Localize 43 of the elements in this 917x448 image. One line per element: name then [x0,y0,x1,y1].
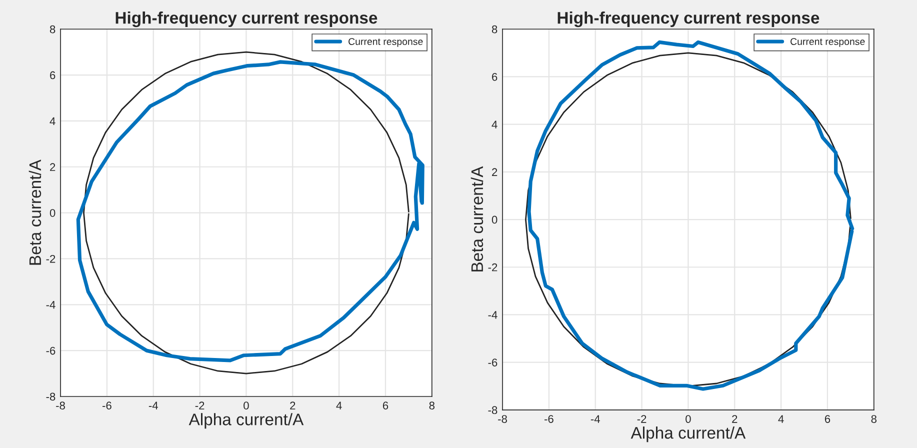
x-tick-label: -4 [590,415,600,423]
x-tick-label: 0 [244,402,249,410]
y-tick-label: -8 [46,392,56,401]
x-tick-label: -6 [102,402,112,410]
y-tick-label: -6 [488,358,498,366]
x-tick-label: 4 [336,402,342,410]
x-axis-title: Alpha current/A [630,426,746,442]
x-tick-label: -2 [195,402,204,410]
x-tick-label: 2 [732,415,738,423]
legend-label: Current response [348,38,423,47]
x-tick-label: -8 [498,415,507,423]
y-tick-label: 8 [492,25,498,34]
y-tick-label: -2 [488,263,498,272]
y-tick-label: 4 [492,120,498,128]
x-tick-label: 6 [824,415,830,423]
y-tick-label: 6 [50,71,56,80]
y-tick-label: 2 [50,163,56,171]
x-tick-label: 8 [429,402,435,410]
chart-title: High-frequency current response [558,11,820,28]
x-tick-label: 8 [871,415,877,423]
y-tick-label: 2 [492,168,498,176]
x-tick-label: -4 [148,402,158,410]
y-tick-label: 6 [492,72,498,81]
y-axis-title: Beta current/A [28,160,42,265]
y-tick-label: 0 [50,209,56,217]
x-tick-label: -6 [544,415,554,423]
y-axis-title: Beta current/A [470,166,484,272]
y-tick-label: -2 [46,254,56,263]
chart-title: High-frequency current response [116,11,378,28]
y-tick-label: -6 [46,346,56,355]
y-tick-label: -4 [488,311,498,319]
x-axis-title: Alpha current/A [188,413,304,429]
x-tick-label: -8 [56,402,65,410]
y-tick-label: 8 [50,25,56,34]
x-tick-label: 4 [778,415,784,423]
x-tick-label: 6 [382,402,388,410]
legend-label: Current response [790,38,865,47]
x-tick-label: 2 [290,402,296,410]
y-tick-label: -4 [46,301,56,309]
x-tick-label: -2 [637,415,646,423]
x-tick-label: 0 [686,415,691,423]
y-tick-label: 4 [50,117,56,125]
y-tick-label: 0 [492,216,498,224]
